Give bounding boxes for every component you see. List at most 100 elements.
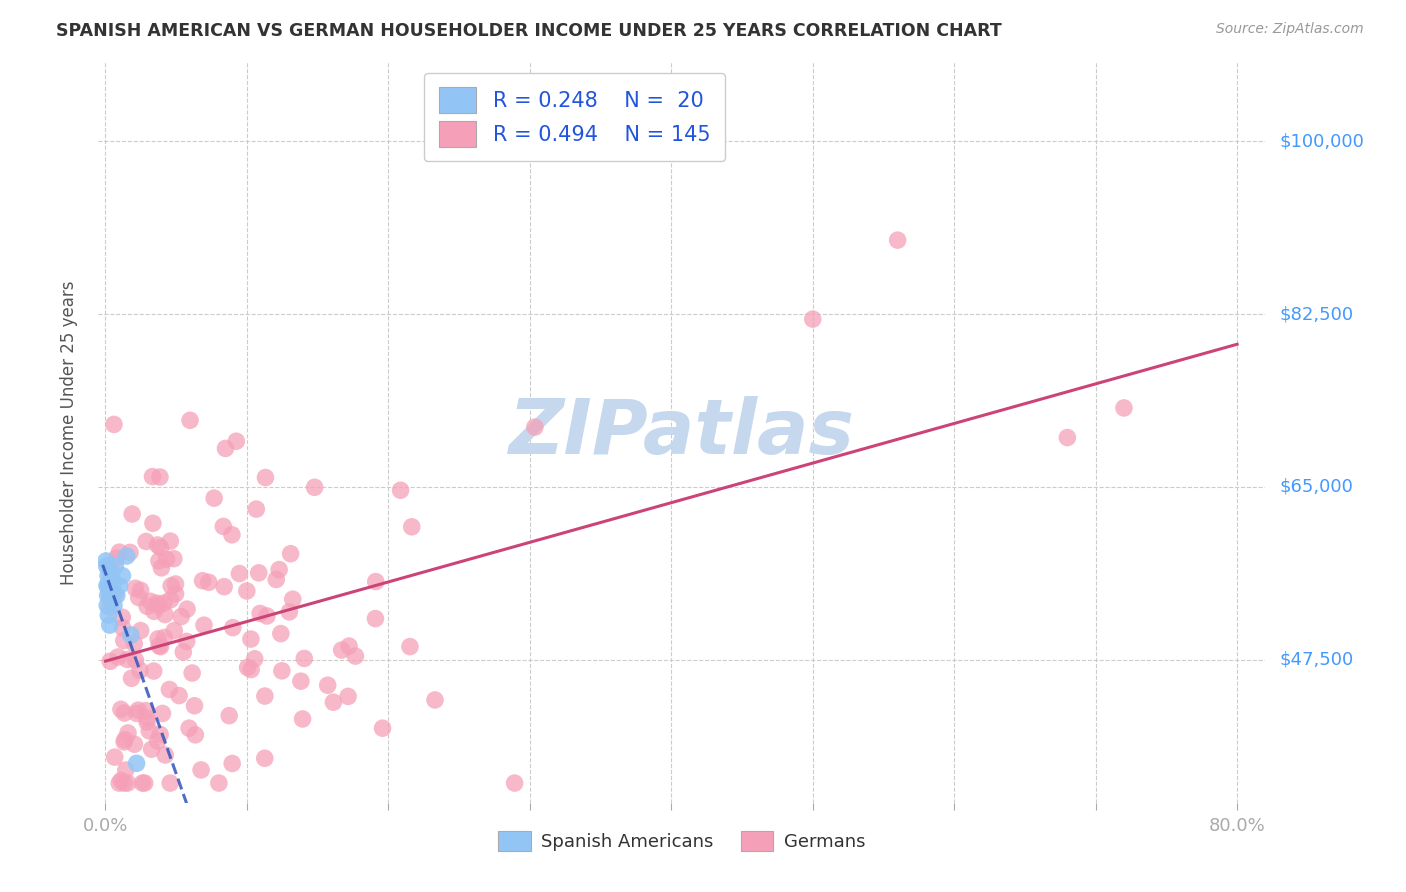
- Point: [97, 568, 120, 582]
- Point: [249, 607, 271, 621]
- Point: [125, 756, 148, 771]
- Point: [236, 584, 259, 599]
- Point: [245, 502, 267, 516]
- Point: [202, 491, 225, 505]
- Point: [270, 626, 292, 640]
- Point: [292, 651, 315, 665]
- Point: [96, 558, 118, 573]
- Point: [110, 773, 132, 788]
- Point: [148, 554, 170, 568]
- Point: [146, 599, 169, 613]
- Point: [149, 727, 172, 741]
- Point: [129, 663, 152, 677]
- Point: [163, 551, 186, 566]
- Point: [98, 600, 121, 615]
- Point: [131, 776, 153, 790]
- Point: [121, 671, 143, 685]
- Point: [243, 652, 266, 666]
- Point: [111, 568, 134, 582]
- Point: [135, 704, 157, 718]
- Point: [112, 633, 135, 648]
- Point: [190, 763, 212, 777]
- Point: [150, 561, 173, 575]
- Point: [177, 721, 200, 735]
- Point: [146, 632, 169, 646]
- Point: [222, 621, 245, 635]
- Point: [801, 312, 824, 326]
- Y-axis label: Householder Income Under 25 years: Householder Income Under 25 years: [59, 280, 77, 585]
- Point: [322, 695, 344, 709]
- Point: [278, 605, 301, 619]
- Text: $82,500: $82,500: [1279, 305, 1354, 323]
- Point: [1056, 431, 1078, 445]
- Point: [221, 528, 243, 542]
- Point: [108, 545, 131, 559]
- Point: [121, 507, 143, 521]
- Point: [399, 640, 422, 654]
- Point: [142, 516, 165, 531]
- Point: [218, 708, 240, 723]
- Point: [141, 469, 163, 483]
- Point: [117, 652, 139, 666]
- Point: [110, 702, 132, 716]
- Point: [152, 706, 174, 721]
- Text: $47,500: $47,500: [1279, 650, 1354, 669]
- Point: [153, 747, 176, 762]
- Point: [148, 639, 170, 653]
- Point: [269, 563, 291, 577]
- Point: [159, 592, 181, 607]
- Point: [118, 545, 141, 559]
- Text: $65,000: $65,000: [1279, 478, 1353, 496]
- Point: [114, 763, 136, 777]
- Point: [122, 637, 145, 651]
- Point: [153, 596, 176, 610]
- Point: [134, 776, 156, 790]
- Point: [160, 579, 183, 593]
- Point: [1112, 401, 1135, 415]
- Point: [135, 534, 157, 549]
- Point: [129, 624, 152, 638]
- Point: [146, 734, 169, 748]
- Point: [107, 650, 129, 665]
- Point: [239, 632, 262, 646]
- Point: [105, 589, 128, 603]
- Point: [153, 631, 176, 645]
- Point: [304, 480, 326, 494]
- Point: [159, 534, 181, 549]
- Point: [236, 660, 259, 674]
- Point: [94, 554, 117, 568]
- Point: [115, 549, 138, 563]
- Point: [270, 664, 292, 678]
- Point: [149, 470, 172, 484]
- Point: [281, 592, 304, 607]
- Point: [886, 233, 908, 247]
- Point: [364, 611, 387, 625]
- Point: [149, 541, 172, 555]
- Point: [337, 639, 360, 653]
- Point: [176, 602, 198, 616]
- Legend: R = 0.248    N =  20, R = 0.494    N = 145: R = 0.248 N = 20, R = 0.494 N = 145: [425, 73, 725, 161]
- Point: [142, 664, 165, 678]
- Point: [127, 703, 149, 717]
- Point: [139, 594, 162, 608]
- Point: [256, 609, 278, 624]
- Point: [264, 573, 287, 587]
- Point: [228, 566, 250, 581]
- Point: [330, 643, 353, 657]
- Point: [136, 599, 159, 614]
- Point: [112, 735, 135, 749]
- Point: [337, 690, 360, 704]
- Point: [291, 712, 314, 726]
- Point: [112, 776, 135, 790]
- Text: ZIPatlas: ZIPatlas: [509, 396, 855, 469]
- Point: [191, 574, 214, 588]
- Point: [153, 607, 176, 622]
- Point: [98, 654, 121, 668]
- Point: [96, 599, 118, 613]
- Point: [97, 589, 120, 603]
- Point: [290, 674, 312, 689]
- Point: [183, 698, 205, 713]
- Point: [170, 609, 193, 624]
- Point: [114, 732, 136, 747]
- Point: [136, 714, 159, 729]
